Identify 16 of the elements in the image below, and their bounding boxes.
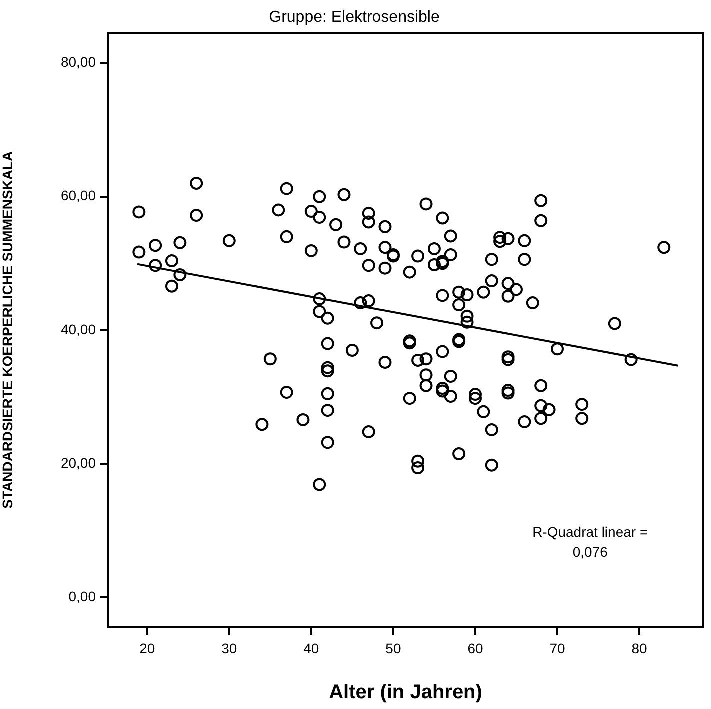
x-tick-label: 30 bbox=[222, 640, 238, 656]
y-tick-label: 0,00 bbox=[68, 588, 96, 604]
x-tick-label: 60 bbox=[468, 640, 484, 656]
y-tick-label: 40,00 bbox=[60, 321, 96, 338]
y-tick-label: 60,00 bbox=[60, 188, 96, 204]
y-tick-label: 80,00 bbox=[60, 54, 96, 70]
x-axis-title: Alter (in Jahren) bbox=[329, 682, 482, 704]
x-tick-label: 40 bbox=[304, 640, 320, 656]
x-tick-label: 80 bbox=[632, 640, 648, 656]
x-tick-label: 50 bbox=[386, 640, 402, 656]
chart-title: Gruppe: Elektrosensible bbox=[269, 9, 440, 26]
x-tick-label: 20 bbox=[140, 640, 156, 656]
y-tick-label: 20,00 bbox=[60, 454, 96, 471]
x-tick-label: 70 bbox=[550, 640, 566, 656]
y-axis-title: STANDARDSIERTE KOERPERLICHE SUMMENSKALA bbox=[0, 151, 16, 509]
annotation: R-Quadrat linear = 0,076 bbox=[532, 524, 648, 560]
